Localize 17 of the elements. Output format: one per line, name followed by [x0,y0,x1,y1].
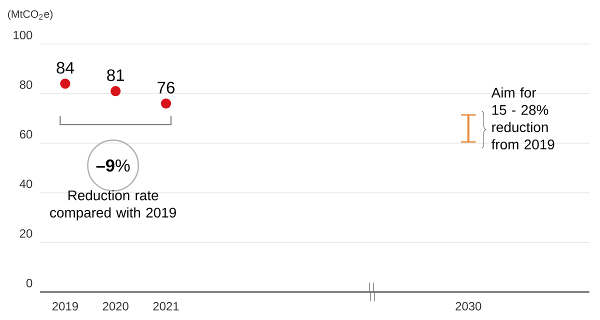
data-label: 76 [158,82,174,94]
x-tick-label: 2030 [456,302,482,310]
annotation: –9% [96,159,130,172]
y-tick-label: 20 [20,229,32,238]
y-tick-label: 0 [26,278,32,288]
data-label: 84 [56,62,74,74]
y-tick-label: 60 [20,130,32,139]
annotation: Reduction rate compared with 2019 [50,190,176,220]
x-tick-label: 2021 [153,302,179,310]
annotation: Aim for 15 - 28% reduction from 2019 [491,87,554,150]
y-tick-label: 80 [20,80,32,89]
y-tick-label: 100 [14,30,32,40]
y-tick-label: 40 [20,180,32,188]
data-label: 81 [107,69,124,82]
x-tick-label: 2020 [102,302,128,310]
x-tick-label: 2019 [52,302,78,310]
y-axis-title: (MtCO$_{2}$e) [8,10,53,20]
